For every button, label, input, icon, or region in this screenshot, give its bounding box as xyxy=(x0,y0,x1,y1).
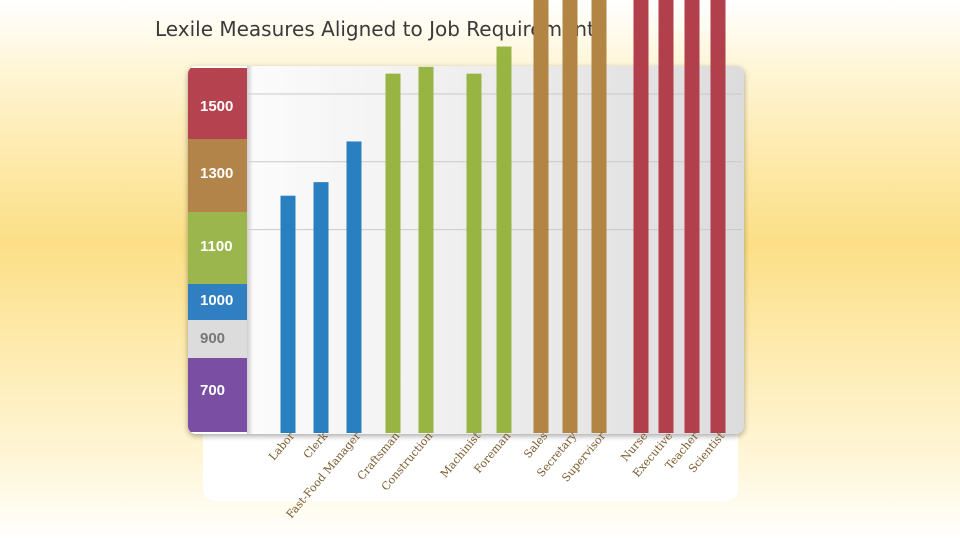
x-tick-label: Labor xyxy=(266,429,298,463)
bar-fast-food-manager xyxy=(346,141,362,433)
band-label: 1100 xyxy=(200,238,233,255)
band-1300: 1300 xyxy=(188,139,247,212)
bar-teacher xyxy=(684,0,700,433)
band-label: 1300 xyxy=(200,165,234,182)
band-1000: 1000 xyxy=(188,284,247,320)
bar-machinist xyxy=(466,73,482,433)
band-700: 700 xyxy=(188,358,247,432)
x-tick-label: Clerk xyxy=(301,429,331,461)
band-label: 1000 xyxy=(200,292,234,309)
band-900: 900 xyxy=(188,320,247,358)
bar-craftsman xyxy=(385,73,401,433)
bar-executive xyxy=(658,0,674,433)
bar-scientist xyxy=(710,0,726,433)
band-label: 900 xyxy=(200,330,226,347)
band-shadow xyxy=(247,66,253,434)
bar-foreman xyxy=(496,46,512,433)
bar-supervisor xyxy=(591,0,607,434)
band-1100: 1100 xyxy=(188,212,247,284)
bar-construction xyxy=(418,66,434,433)
bar-secretary xyxy=(562,0,578,433)
slide-title: Lexile Measures Aligned to Job Requireme… xyxy=(155,17,606,41)
bar-clerk xyxy=(313,182,329,433)
bar-nurse xyxy=(633,0,649,433)
band-label: 700 xyxy=(200,382,226,399)
band-1500: 1500 xyxy=(188,68,247,139)
bar-labor xyxy=(280,195,296,433)
band-label: 1500 xyxy=(200,98,234,115)
bar-sales xyxy=(533,0,549,434)
